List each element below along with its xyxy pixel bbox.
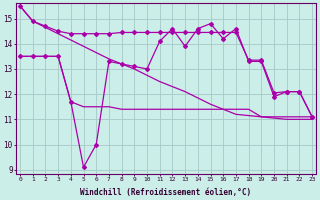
X-axis label: Windchill (Refroidissement éolien,°C): Windchill (Refroidissement éolien,°C): [81, 188, 252, 197]
